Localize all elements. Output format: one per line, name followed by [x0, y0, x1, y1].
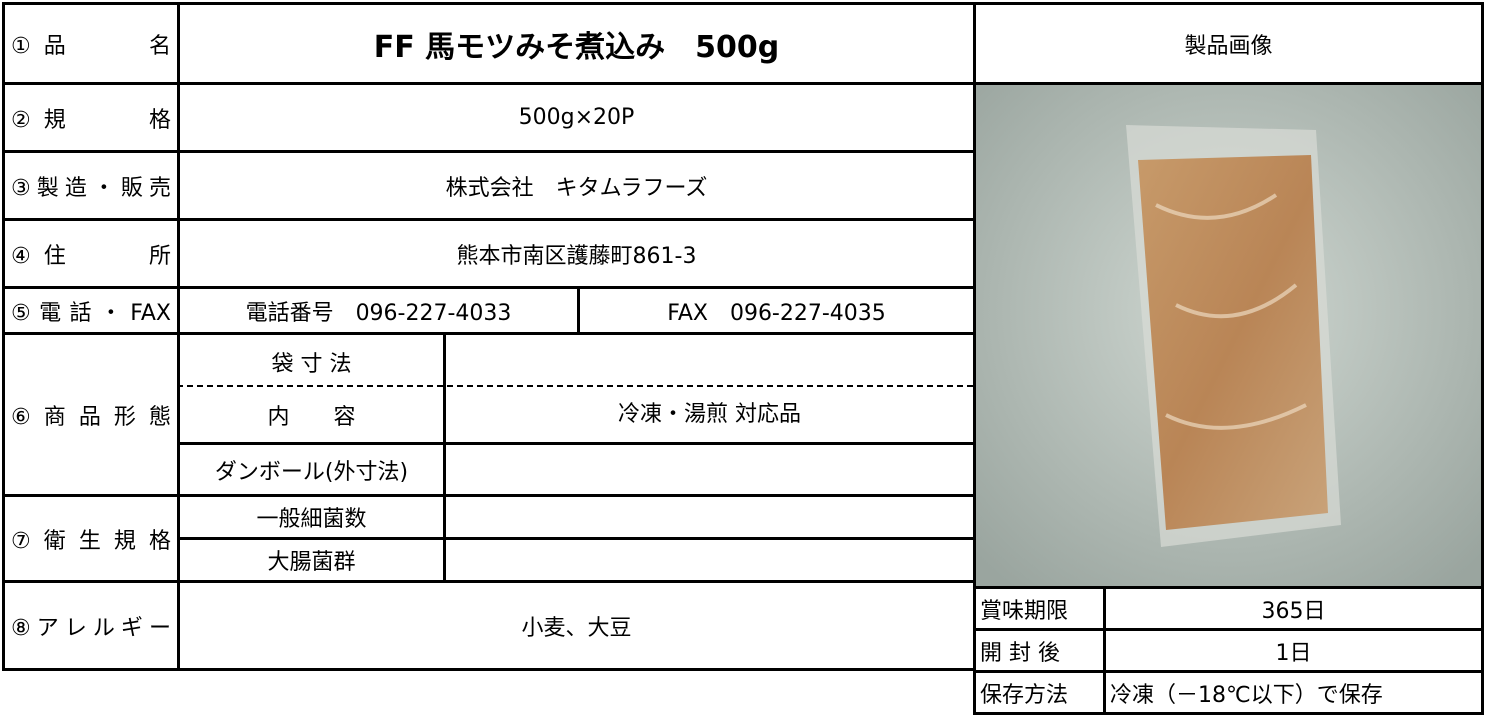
- label-cell: ⑤電話・FAX: [2, 286, 180, 335]
- value: 冷凍・湯煎 対応品: [618, 402, 801, 427]
- product-photo: [976, 85, 1481, 586]
- value-cell: 小麦、大豆: [177, 580, 976, 671]
- value: 500g×20P: [518, 105, 635, 130]
- value-cell: 熊本市南区護藤町861-3: [177, 218, 976, 289]
- dashed-divider: [177, 385, 973, 387]
- shelf-label: 保存方法: [973, 670, 1106, 715]
- shelf-label: 賞味期限: [973, 586, 1106, 631]
- product-image: [973, 82, 1484, 589]
- sub-label-cell: 一般細菌数: [177, 494, 446, 540]
- value: 冷凍（－18℃以下）で保存: [1110, 682, 1383, 708]
- value-cell: FF 馬モツみそ煮込み 500g: [177, 2, 976, 85]
- value: 1日: [1275, 640, 1312, 666]
- label-cell: ④住 所: [2, 218, 180, 289]
- sub-label-cell: 大腸菌群: [177, 537, 446, 583]
- value-cell: FAX 096-227-4035: [577, 286, 976, 335]
- sub-label: 一般細菌数: [256, 507, 367, 532]
- label: ①品 名: [11, 33, 171, 59]
- value-cell: 株式会社 キタムラフーズ: [177, 150, 976, 221]
- shelf-value: 冷凍（－18℃以下）で保存: [1103, 670, 1484, 715]
- label-cell: ⑥商品形態: [2, 332, 180, 497]
- label: ⑧アレルギー: [11, 615, 171, 641]
- label-cell: ①品 名: [2, 2, 180, 85]
- shelf-value: 365日: [1103, 586, 1484, 631]
- label: 賞味期限: [980, 598, 1069, 624]
- label: 保存方法: [980, 682, 1069, 708]
- phone: 電話番号 096-227-4033: [245, 300, 512, 326]
- label: ②規 格: [11, 107, 171, 133]
- value-cell: [443, 537, 976, 583]
- label: ④住 所: [11, 243, 171, 269]
- sub-label: 内 容: [267, 405, 356, 431]
- value-cell: 冷凍・湯煎 対応品: [443, 332, 976, 445]
- value-cell: 500g×20P: [177, 82, 976, 153]
- label-cell: ⑦衛生規格: [2, 494, 180, 583]
- value: 熊本市南区護藤町861-3: [456, 243, 697, 269]
- label: ⑦衛生規格: [11, 528, 171, 554]
- value-cell: [443, 494, 976, 540]
- sub-label-cell: 袋 寸 法 内 容: [177, 332, 446, 445]
- label: ⑥商品形態: [11, 404, 171, 430]
- value: 365日: [1261, 598, 1326, 624]
- sub-label: ダンボール(外寸法): [214, 459, 409, 485]
- sub-label: 袋 寸 法: [271, 351, 352, 377]
- label-cell: ③製造・販売: [2, 150, 180, 221]
- label: ⑤電話・FAX: [11, 300, 171, 326]
- label: ③製造・販売: [11, 175, 171, 201]
- value: 株式会社 キタムラフーズ: [445, 175, 708, 201]
- image-header: 製品画像: [973, 2, 1484, 85]
- value: 小麦、大豆: [521, 615, 632, 641]
- label-cell: ②規 格: [2, 82, 180, 153]
- value-cell: 電話番号 096-227-4033: [177, 286, 580, 335]
- sub-label: 大腸菌群: [267, 550, 356, 575]
- shelf-label: 開 封 後: [973, 628, 1106, 673]
- sub-label-cell: ダンボール(外寸法): [177, 442, 446, 497]
- fax: FAX 096-227-4035: [667, 300, 886, 326]
- value-cell: [443, 442, 976, 497]
- label-cell: ⑧アレルギー: [2, 580, 180, 671]
- product-name: FF 馬モツみそ煮込み 500g: [373, 29, 780, 65]
- label: 開 封 後: [980, 640, 1060, 666]
- image-label: 製品画像: [1184, 33, 1273, 59]
- shelf-value: 1日: [1103, 628, 1484, 673]
